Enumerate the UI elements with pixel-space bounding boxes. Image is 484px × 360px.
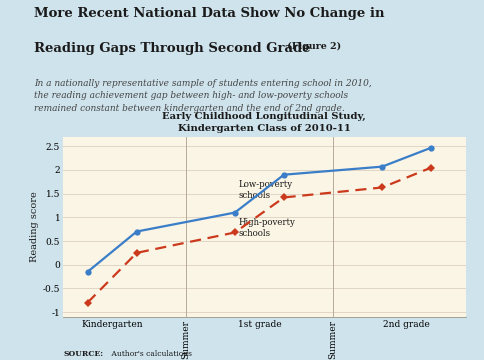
Text: More Recent National Data Show No Change in: More Recent National Data Show No Change… — [34, 6, 384, 19]
Text: Reading Gaps Through Second Grade: Reading Gaps Through Second Grade — [34, 42, 310, 55]
Y-axis label: Reading score: Reading score — [30, 192, 39, 262]
Text: Low-poverty
schools: Low-poverty schools — [238, 180, 292, 200]
Title: Early Childhood Longitudinal Study,
Kindergarten Class of 2010-11: Early Childhood Longitudinal Study, Kind… — [162, 112, 365, 133]
Text: Author's calculations: Author's calculations — [109, 350, 192, 358]
Text: In a nationally representative sample of students entering school in 2010,
the r: In a nationally representative sample of… — [34, 79, 371, 113]
Text: (Figure 2): (Figure 2) — [283, 42, 340, 51]
Text: SOURCE:: SOURCE: — [63, 350, 103, 358]
Text: High-poverty
schools: High-poverty schools — [238, 218, 295, 238]
